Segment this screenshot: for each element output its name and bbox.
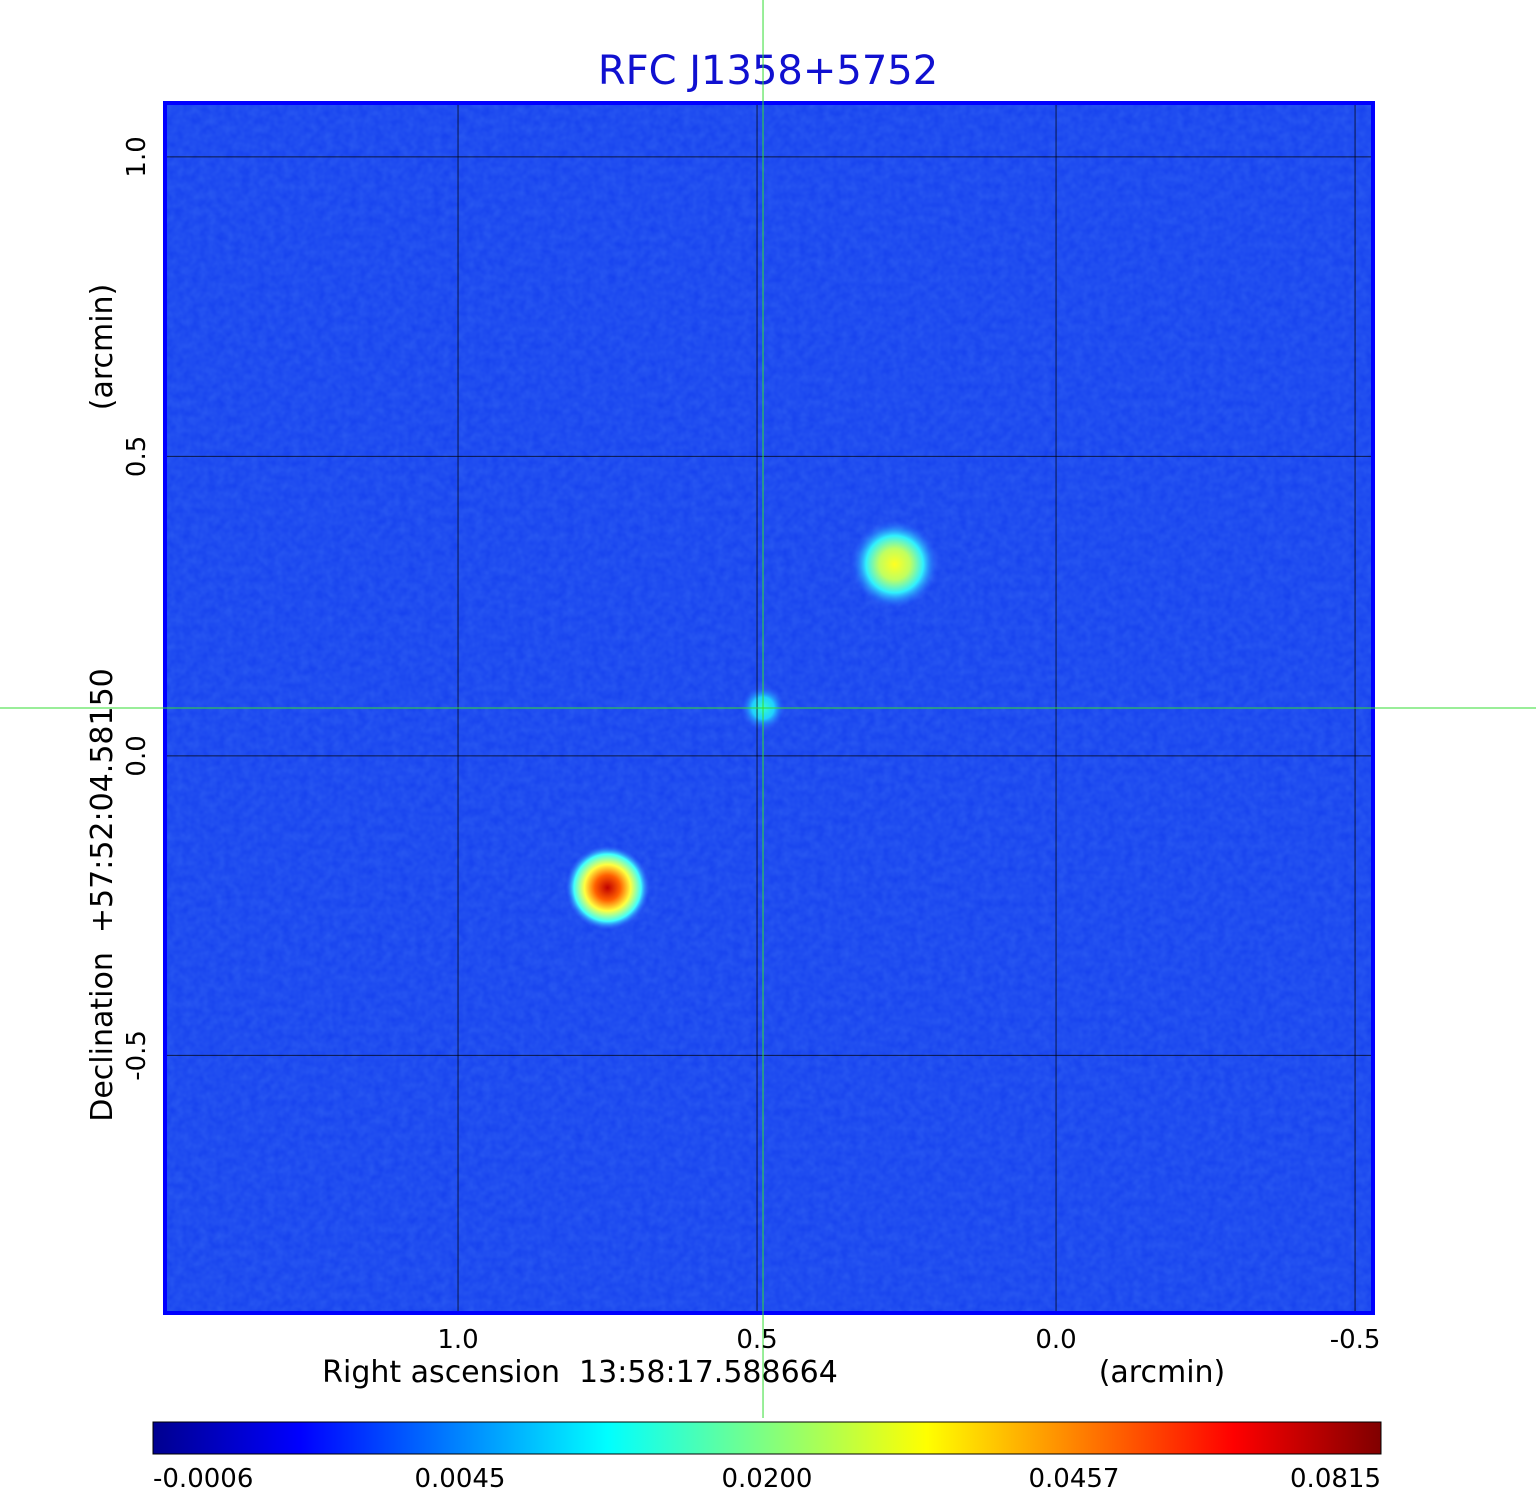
colorbar-tick-label: 0.0815 [1290,1464,1381,1494]
colorbar-tick-label: 0.0045 [415,1464,506,1494]
source-blob [850,520,939,609]
chart-title: RFC J1358+5752 [598,48,938,94]
colorbar [152,1421,1382,1455]
y-tick-label: 1.0 [122,136,152,177]
y-tick-label: -0.5 [122,1030,152,1081]
x-tick-label: 0.0 [1035,1325,1076,1355]
colorbar-tick-label: -0.0006 [153,1464,253,1494]
x-axis-label: Right ascension 13:58:17.588664 [322,1355,838,1390]
x-axis-unit: (arcmin) [1099,1355,1226,1390]
x-tick-label: -0.5 [1330,1325,1381,1355]
y-axis-label: Declination +57:52:04.58150 [85,668,120,1122]
source-blob [565,845,650,930]
y-tick-label: 0.5 [122,436,152,477]
x-tick-label: 1.0 [437,1325,478,1355]
colorbar-tick-label: 0.0200 [722,1464,813,1494]
colorbar-tick-label: 0.0457 [1029,1464,1120,1494]
x-tick-label: 0.5 [736,1325,777,1355]
y-axis-unit: (arcmin) [85,284,120,411]
y-tick-label: 0.0 [122,735,152,776]
